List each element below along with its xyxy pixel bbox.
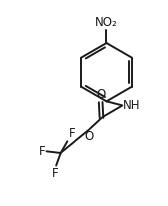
Text: O: O [84, 130, 93, 143]
Text: NH: NH [123, 99, 140, 112]
Text: O: O [96, 88, 105, 101]
Text: NO₂: NO₂ [95, 15, 118, 28]
Text: F: F [52, 167, 59, 180]
Text: F: F [38, 145, 45, 158]
Text: F: F [69, 127, 75, 140]
